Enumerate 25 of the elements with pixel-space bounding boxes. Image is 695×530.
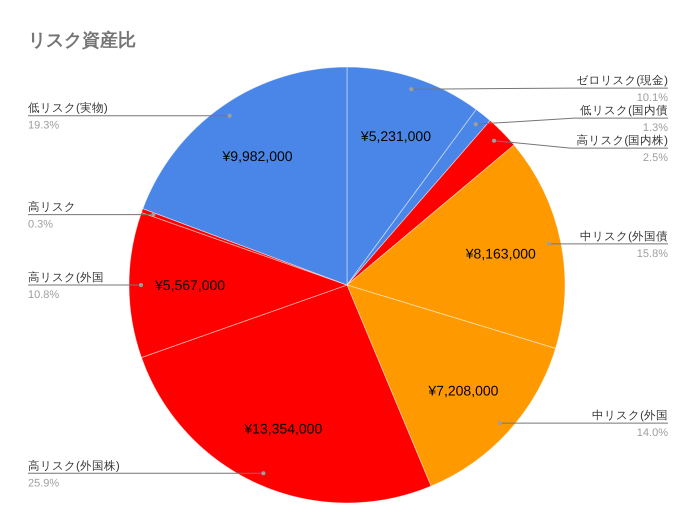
slice-label: 中リスク(外国債 bbox=[580, 230, 668, 243]
slice-label: 高リスク bbox=[28, 200, 76, 214]
note: ¥5,231,000 bbox=[360, 128, 431, 144]
slice-label: ゼロリスク(現金) bbox=[576, 74, 668, 88]
data-label: 0.3% bbox=[28, 218, 54, 231]
data-label: 19.3% bbox=[28, 120, 60, 132]
slice-label: 高リスク(外国株) bbox=[28, 458, 120, 472]
slice-label: 高リスク(外国 bbox=[28, 270, 104, 284]
data-label: 14.0% bbox=[636, 427, 668, 440]
slice-label: 低リスク(実物) bbox=[28, 100, 108, 115]
data-label: 15.8% bbox=[636, 248, 668, 260]
data-label: 10.1% bbox=[636, 92, 668, 104]
chart-title: リスク資産比 bbox=[28, 30, 136, 50]
data-label: 1.3% bbox=[642, 122, 668, 134]
data-label: 10.8% bbox=[28, 289, 60, 301]
data-label: 2.5% bbox=[642, 152, 668, 164]
note: ¥9,982,000 bbox=[222, 148, 293, 164]
slice-label: 中リスク(外国 bbox=[592, 409, 668, 422]
slice-label: 高リスク(国内株) bbox=[576, 133, 668, 148]
data-label: 25.9% bbox=[28, 477, 60, 490]
note: ¥5,567,000 bbox=[155, 277, 226, 293]
note: ¥7,208,000 bbox=[428, 382, 498, 398]
note: ¥13,354,000 bbox=[244, 420, 322, 436]
note: ¥8,163,000 bbox=[466, 246, 536, 262]
slice-label: 低リスク(国内債 bbox=[580, 104, 668, 118]
